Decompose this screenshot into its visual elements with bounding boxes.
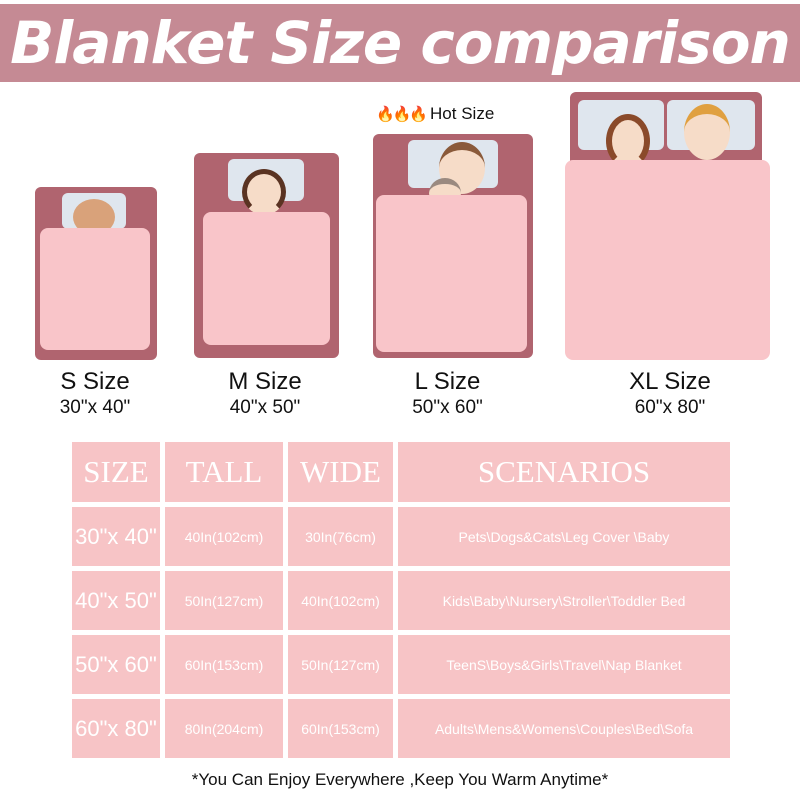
cell-scenarios: Kids\Baby\Nursery\Stroller\Toddler Bed — [393, 566, 735, 635]
cell-size: 60"x 80" — [67, 694, 165, 763]
cell-scenarios: TeenS\Boys&Girls\Travel\Nap Blanket — [393, 630, 735, 699]
cell-scenarios: Adults\Mens&Womens\Couples\Bed\Sofa — [393, 694, 735, 763]
header-wide: WIDE — [283, 437, 398, 507]
cell-wide: 40In(102cm) — [283, 566, 398, 635]
footer-note: *You Can Enjoy Everywhere ,Keep You Warm… — [191, 770, 609, 789]
table-header-row: SIZE TALL WIDE SCENARIOS — [67, 437, 735, 507]
page-title: Blanket Size comparison — [10, 9, 791, 77]
hot-size-badge: 🔥🔥🔥 Hot Size — [376, 104, 495, 123]
blanket-s — [40, 228, 150, 350]
size-label-m: M Size 40"x 50" — [228, 368, 302, 418]
cell-wide: 50In(127cm) — [283, 630, 398, 699]
blanket-xl — [565, 160, 770, 360]
bed-l — [373, 134, 533, 358]
table-row: 50"x 60" 60In(153cm) 50In(127cm) TeenS\Boys… — [67, 630, 735, 699]
cell-tall: 80In(204cm) — [160, 694, 288, 763]
flame-icon: 🔥🔥🔥 — [376, 106, 428, 123]
cell-scenarios: Pets\Dogs&Cats\Leg Cover \Baby — [393, 502, 735, 571]
table-row: 60"x 80" 80In(204cm) 60In(153cm) Adults\Men… — [67, 694, 735, 763]
table-row: 30"x 40" 40In(102cm) 30In(76cm) Pets\Dogs&C… — [67, 502, 735, 571]
title-band — [0, 4, 800, 82]
size-label-s: S Size 30"x 40" — [59, 368, 131, 418]
cell-size: 50"x 60" — [67, 630, 165, 699]
bed-s — [35, 187, 157, 360]
blanket-m — [203, 212, 330, 345]
table-row: 40"x 50" 50In(127cm) 40In(102cm) Kids\Baby\… — [67, 566, 735, 635]
size-table: SIZE TALL WIDE SCENARIOS 30"x 40" 40In(10… — [67, 437, 735, 763]
bed-m — [194, 153, 339, 358]
size-label-xl: XL Size 60"x 80" — [629, 368, 711, 418]
girl-illustration — [242, 169, 286, 215]
blanket-l — [376, 195, 527, 352]
cell-size: 40"x 50" — [67, 566, 165, 635]
man-illustration — [684, 104, 730, 160]
woman-illustration — [606, 114, 650, 168]
header-scenarios: SCENARIOS — [393, 437, 735, 507]
size-label-l: L Size 50"x 60" — [412, 368, 483, 418]
cell-wide: 60In(153cm) — [283, 694, 398, 763]
cell-size: 30"x 40" — [67, 502, 165, 571]
header-size: SIZE — [67, 437, 165, 507]
cell-wide: 30In(76cm) — [283, 502, 398, 571]
header-tall: TALL — [160, 437, 288, 507]
cell-tall: 50In(127cm) — [160, 566, 288, 635]
cell-tall: 40In(102cm) — [160, 502, 288, 571]
cell-tall: 60In(153cm) — [160, 630, 288, 699]
